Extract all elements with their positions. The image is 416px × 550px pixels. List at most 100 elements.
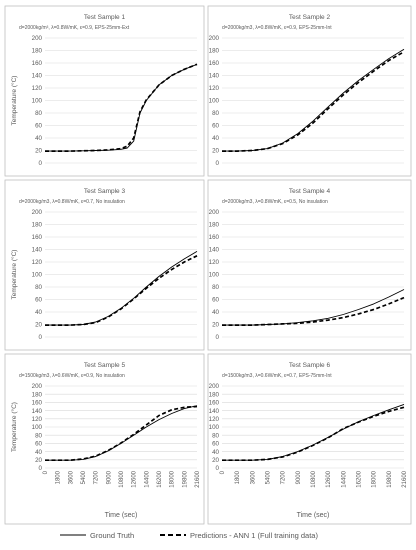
chart-panel-2: Test Sample 2 d=2000kg/m3, λ=0.8W/mK, ε=0… — [207, 5, 412, 177]
chart-panels: Test Sample 1 d=2000kg/m³, λ=0.8W/mK, ε=0… — [4, 5, 412, 525]
panel-frame — [4, 5, 205, 177]
x-tick-label: 16200 — [357, 470, 363, 487]
y-axis-label: Temperature (°C) — [10, 250, 18, 300]
y-tick-label: 160 — [209, 234, 220, 241]
x-tick-label: 19800 — [182, 470, 188, 487]
x-tick-label: 7200 — [281, 470, 287, 484]
x-tick-label: 14400 — [144, 470, 150, 487]
y-tick-label: 200 — [209, 209, 220, 216]
y-tick-label: 80 — [35, 110, 42, 117]
y-tick-label: 80 — [212, 432, 219, 439]
y-tick-label: 100 — [209, 272, 220, 279]
legend-label-ground-truth: Ground Truth — [90, 531, 134, 540]
y-tick-label: 20 — [212, 457, 219, 464]
series-line-predictions — [45, 63, 198, 152]
y-tick-label: 80 — [35, 432, 42, 439]
y-tick-label: 60 — [35, 297, 42, 304]
y-tick-label: 140 — [32, 247, 43, 254]
chart-title: Test Sample 6 — [289, 362, 331, 369]
x-tick-label: 3600 — [68, 470, 74, 484]
y-tick-label: 60 — [35, 441, 42, 448]
chart-panel-3: Test Sample 3 d=2000kg/m3, λ=0.8W/mK, ε=0… — [4, 179, 205, 351]
legend: Ground Truth Predictions - ANN 1 (Full t… — [60, 531, 318, 540]
chart-title: Test Sample 3 — [84, 188, 126, 195]
y-axis-label: Temperature (°C) — [10, 76, 18, 126]
y-tick-label: 40 — [35, 135, 42, 142]
chart-subtitle: d=2000kg/m3, λ=0.8W/mK, ε=0.9, EPS-25mm-… — [222, 25, 332, 31]
x-axis-label: Time (sec) — [105, 512, 138, 519]
x-tick-label: 9000 — [106, 470, 112, 484]
y-tick-label: 40 — [212, 449, 219, 456]
y-tick-label: 0 — [216, 160, 220, 167]
series-line-predictions — [222, 51, 405, 152]
y-tick-label: 60 — [212, 123, 219, 130]
x-tick-label: 14400 — [341, 470, 347, 487]
x-tick-label: 0 — [43, 470, 49, 474]
y-tick-label: 40 — [35, 309, 42, 316]
chart-subtitle: d=1500kg/m3, λ=0.6W/mK, ε=0.9, No insula… — [19, 373, 125, 379]
chart-title: Test Sample 1 — [84, 14, 126, 21]
y-tick-label: 120 — [209, 259, 220, 266]
chart-title: Test Sample 2 — [289, 14, 331, 21]
y-tick-label: 200 — [32, 35, 43, 42]
y-tick-label: 180 — [209, 391, 220, 398]
y-tick-label: 160 — [209, 60, 220, 67]
x-tick-label: 21600 — [402, 470, 408, 487]
x-tick-label: 0 — [220, 470, 226, 474]
x-tick-label: 18000 — [372, 470, 378, 487]
y-tick-label: 180 — [32, 222, 43, 229]
y-axis-label: Temperature (°C) — [10, 402, 18, 452]
x-axis-label: Time (sec) — [297, 512, 330, 519]
x-tick-label: 7200 — [94, 470, 100, 484]
y-tick-label: 80 — [35, 284, 42, 291]
x-tick-label: 12600 — [132, 470, 138, 487]
y-tick-label: 140 — [209, 247, 220, 254]
y-tick-label: 0 — [39, 465, 43, 472]
y-tick-label: 60 — [212, 441, 219, 448]
panel-frame — [207, 5, 412, 177]
chart-panel-1: Test Sample 1 d=2000kg/m³, λ=0.8W/mK, ε=0… — [4, 5, 205, 177]
y-tick-label: 180 — [209, 48, 220, 55]
y-tick-label: 20 — [212, 148, 219, 155]
series-line-predictions — [222, 296, 405, 326]
series-line-predictions — [45, 255, 198, 326]
x-tick-label: 19800 — [387, 470, 393, 487]
chart-subtitle: d=2000kg/m3, λ=0.8W/mK, ε=0.5, No insula… — [222, 199, 328, 205]
y-tick-label: 20 — [35, 148, 42, 155]
series-line-predictions — [45, 405, 198, 462]
y-tick-label: 140 — [209, 408, 220, 415]
y-tick-label: 120 — [209, 85, 220, 92]
x-tick-label: 1800 — [235, 470, 241, 484]
y-tick-label: 100 — [209, 98, 220, 105]
y-tick-label: 0 — [39, 334, 43, 341]
x-tick-label: 10800 — [311, 470, 317, 487]
y-tick-label: 180 — [32, 48, 43, 55]
chart-subtitle: d=2000kg/m³, λ=0.8W/mK, ε=0.9, EPS-25mm-… — [19, 25, 130, 31]
y-tick-label: 60 — [212, 297, 219, 304]
chart-subtitle: d=1500kg/m3, λ=0.6W/mK, ε=0.7, EPS-75mm-… — [222, 373, 332, 379]
x-tick-label: 5400 — [81, 470, 87, 484]
y-tick-label: 100 — [32, 424, 43, 431]
y-tick-label: 140 — [209, 73, 220, 80]
y-tick-label: 80 — [212, 284, 219, 291]
x-tick-label: 10800 — [119, 470, 125, 487]
y-tick-label: 120 — [209, 416, 220, 423]
y-tick-label: 200 — [32, 209, 43, 216]
chart-panel-6: Test Sample 6 d=1500kg/m3, λ=0.6W/mK, ε=0… — [207, 353, 412, 525]
y-tick-label: 160 — [209, 400, 220, 407]
y-tick-label: 20 — [35, 322, 42, 329]
y-tick-label: 0 — [216, 334, 220, 341]
chart-title: Test Sample 5 — [84, 362, 126, 369]
y-tick-label: 160 — [32, 60, 43, 67]
y-tick-label: 200 — [209, 35, 220, 42]
x-tick-label: 3600 — [250, 470, 256, 484]
series-line-predictions — [222, 406, 405, 462]
y-tick-label: 160 — [32, 400, 43, 407]
y-tick-label: 20 — [35, 457, 42, 464]
panel-frame — [4, 179, 205, 351]
y-tick-label: 140 — [32, 73, 43, 80]
y-tick-label: 20 — [212, 322, 219, 329]
x-tick-label: 18000 — [170, 470, 176, 487]
x-tick-label: 16200 — [157, 470, 163, 487]
x-tick-label: 5400 — [266, 470, 272, 484]
